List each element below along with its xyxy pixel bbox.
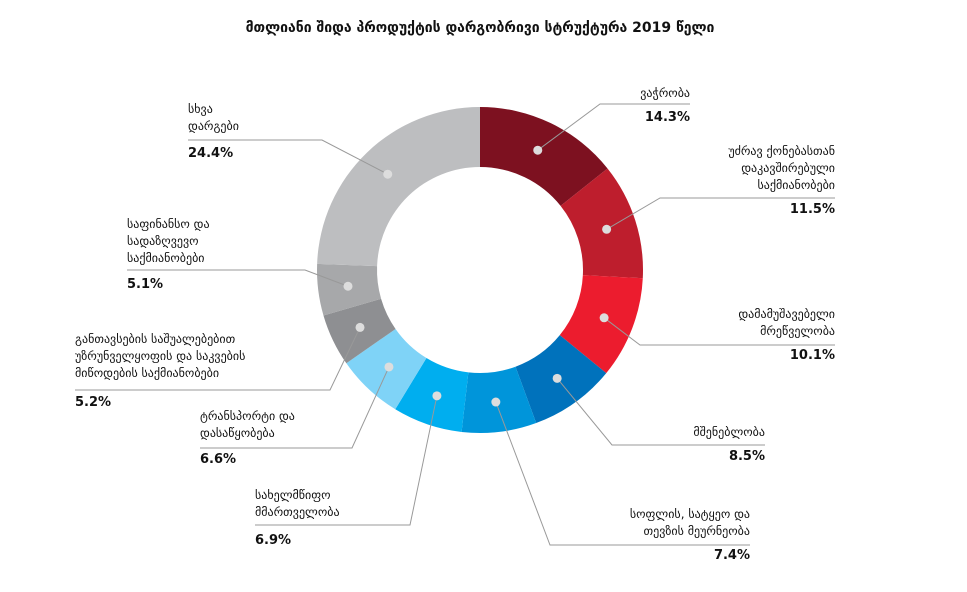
donut-segment xyxy=(559,275,643,374)
value-label: 7.4% xyxy=(714,548,750,563)
category-label: ტრანსპორტი და xyxy=(200,409,295,423)
value-label: 5.1% xyxy=(127,277,163,292)
category-label: დამამუშავებელი xyxy=(738,307,835,321)
leader-line xyxy=(127,269,349,287)
category-label: საქმიანობები xyxy=(757,178,835,192)
leader-dot xyxy=(533,145,543,155)
leader-line xyxy=(255,395,438,526)
value-label: 8.5% xyxy=(729,449,765,464)
leader-dot xyxy=(383,169,393,179)
donut-segment xyxy=(395,357,469,432)
category-label: სახელმწიფო xyxy=(255,488,331,502)
donut-segment xyxy=(317,107,480,267)
category-label: სადაზღვევო xyxy=(127,234,199,248)
category-label: მიწოდების საქმიანობები xyxy=(75,366,219,380)
category-label: სოფლის, სატყეო და xyxy=(630,507,750,521)
leader-line xyxy=(606,197,835,230)
category-label: თევზის მეურნეობა xyxy=(644,524,750,538)
leader-line xyxy=(537,103,690,151)
value-label: 11.5% xyxy=(790,202,835,217)
leader-dot xyxy=(355,322,365,332)
chart-title: მთლიანი შიდა პროდუქტის დარგობრივი სტრუქტ… xyxy=(246,20,715,36)
value-label: 10.1% xyxy=(790,348,835,363)
category-label: განთავსების საშუალებებით xyxy=(75,332,236,346)
category-label: დაკავშირებული xyxy=(741,161,835,175)
category-label: მშენებლობა xyxy=(693,425,765,439)
category-label: მრეწველობა xyxy=(760,324,835,338)
category-label: საქმიანობები xyxy=(127,251,205,265)
value-label: 6.9% xyxy=(255,533,291,548)
value-label: 24.4% xyxy=(188,146,233,161)
leader-dot xyxy=(384,362,394,372)
leader-dot xyxy=(602,224,612,234)
category-label: უძრავ ქონებასთან xyxy=(728,144,835,158)
value-label: 6.6% xyxy=(200,452,236,467)
leader-dot xyxy=(599,313,609,323)
category-label: დარგები xyxy=(188,119,239,133)
donut-segment xyxy=(480,107,608,206)
leader-line xyxy=(556,378,765,446)
category-label: დასაწყობება xyxy=(200,426,275,440)
leader-line xyxy=(603,317,835,346)
leader-line xyxy=(188,139,388,175)
category-label: მმართველობა xyxy=(255,505,340,519)
category-label: უზრუნველყოფის და საკვების xyxy=(75,349,245,363)
leader-dot xyxy=(491,397,501,407)
leader-line xyxy=(200,366,390,449)
leader-dot xyxy=(343,281,353,291)
leader-dot xyxy=(552,373,562,383)
category-label: სხვა xyxy=(188,102,213,116)
category-label: საფინანსო და xyxy=(127,217,210,231)
value-label: 5.2% xyxy=(75,395,111,410)
donut-segment xyxy=(560,168,643,279)
leader-dot xyxy=(432,391,442,401)
leader-line xyxy=(75,327,361,391)
leader-line xyxy=(495,401,750,546)
category-label: ვაჭრობა xyxy=(640,86,690,100)
value-label: 14.3% xyxy=(645,110,690,125)
